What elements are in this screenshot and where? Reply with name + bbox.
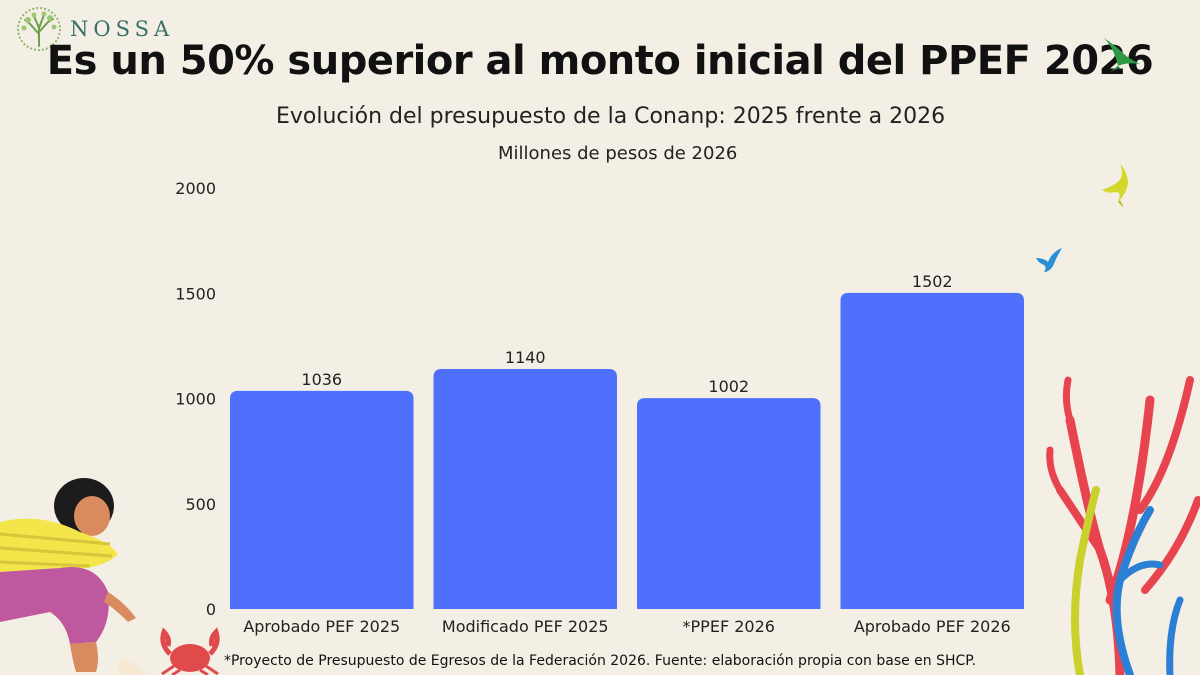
chart-title: Es un 50% superior al monto inicial del … (46, 38, 1154, 84)
y-tick-label: 1500 (175, 284, 216, 303)
x-axis: Aprobado PEF 2025 Modificado PEF 2025 *PPE… (243, 617, 1010, 636)
x-tick-label: *PPEF 2026 (683, 617, 775, 636)
bar (433, 369, 617, 609)
y-axis: 0 500 1000 1500 2000 (175, 179, 216, 619)
yellow-bird-icon (1102, 164, 1128, 208)
y-tick-label: 0 (206, 600, 216, 619)
child-illustration-icon (0, 478, 150, 675)
crab-icon (160, 627, 220, 675)
bar (230, 390, 414, 609)
bar-value-label: 1036 (301, 370, 342, 389)
bar-value-label: 1502 (912, 272, 953, 291)
x-tick-label: Aprobado PEF 2025 (243, 617, 400, 636)
chart-subtitle: Evolución del presupuesto de la Conanp: … (276, 104, 946, 129)
chart-units: Millones de pesos de 2026 (498, 143, 738, 164)
coral-decoration-icon (1046, 376, 1200, 675)
data-labels: 1036 1140 1002 1502 (301, 272, 952, 396)
blue-bird-icon (1036, 248, 1062, 272)
tree-logo-icon (17, 7, 61, 51)
bar-value-label: 1140 (505, 348, 546, 367)
green-bird-icon (1104, 38, 1140, 72)
x-tick-label: Aprobado PEF 2026 (854, 617, 1011, 636)
x-tick-label: Modificado PEF 2025 (442, 617, 609, 636)
footnote: *Proyecto de Presupuesto de Egresos de l… (223, 653, 977, 669)
y-tick-label: 1000 (175, 390, 216, 409)
y-tick-label: 500 (185, 495, 216, 514)
bar-value-label: 1002 (708, 377, 749, 396)
bar (637, 398, 821, 609)
bar (840, 292, 1024, 609)
logo-text: NOSSA (70, 17, 175, 41)
bars (230, 292, 1024, 609)
logo: NOSSA (16, 6, 174, 52)
y-tick-label: 2000 (175, 179, 216, 198)
